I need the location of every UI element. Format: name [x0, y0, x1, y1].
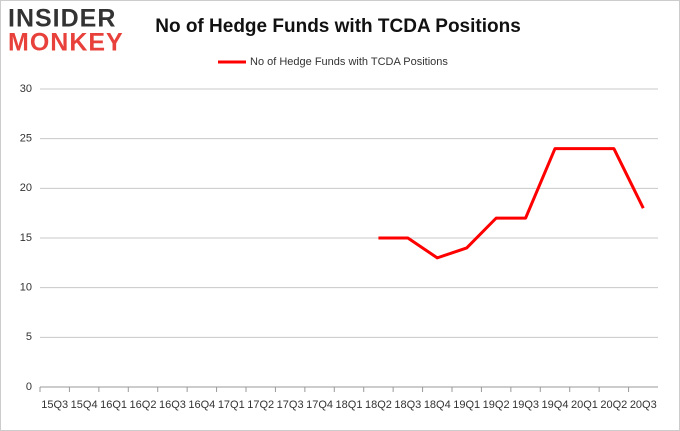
x-tick-label: 19Q2	[483, 399, 510, 411]
y-tick-label: 25	[20, 133, 32, 145]
x-tick-label: 20Q1	[571, 399, 598, 411]
x-tick-label: 17Q2	[247, 399, 274, 411]
legend-label: No of Hedge Funds with TCDA Positions	[250, 56, 448, 68]
x-tick-label: 19Q4	[542, 399, 569, 411]
x-tick-label: 15Q3	[41, 399, 68, 411]
x-tick-label: 19Q1	[453, 399, 480, 411]
x-tick-label: 16Q2	[130, 399, 157, 411]
logo-bottom: MONKEY	[8, 29, 124, 57]
x-tick-label: 17Q3	[277, 399, 304, 411]
x-tick-label: 18Q4	[424, 399, 451, 411]
x-tick-label: 20Q2	[600, 399, 627, 411]
chart-title: No of Hedge Funds with TCDA Positions	[155, 16, 521, 37]
y-tick-label: 30	[20, 83, 32, 95]
x-tick-label: 17Q1	[218, 399, 245, 411]
logo-top: INSIDER	[8, 5, 116, 33]
x-tick-label: 16Q1	[100, 399, 127, 411]
y-tick-label: 10	[20, 282, 32, 294]
y-tick-label: 20	[20, 182, 32, 194]
y-tick-label: 0	[26, 381, 32, 393]
x-tick-label: 18Q1	[336, 399, 363, 411]
x-tick-label: 19Q3	[512, 399, 539, 411]
x-tick-label: 16Q3	[159, 399, 186, 411]
y-tick-label: 15	[20, 232, 32, 244]
x-tick-label: 20Q3	[630, 399, 657, 411]
x-tick-label: 18Q2	[365, 399, 392, 411]
line-series	[378, 147, 645, 260]
x-tick-label: 15Q4	[71, 399, 98, 411]
y-tick-label: 5	[26, 331, 32, 343]
x-tick-label: 16Q4	[188, 399, 215, 411]
x-tick-label: 17Q4	[306, 399, 333, 411]
x-tick-label: 18Q3	[394, 399, 421, 411]
